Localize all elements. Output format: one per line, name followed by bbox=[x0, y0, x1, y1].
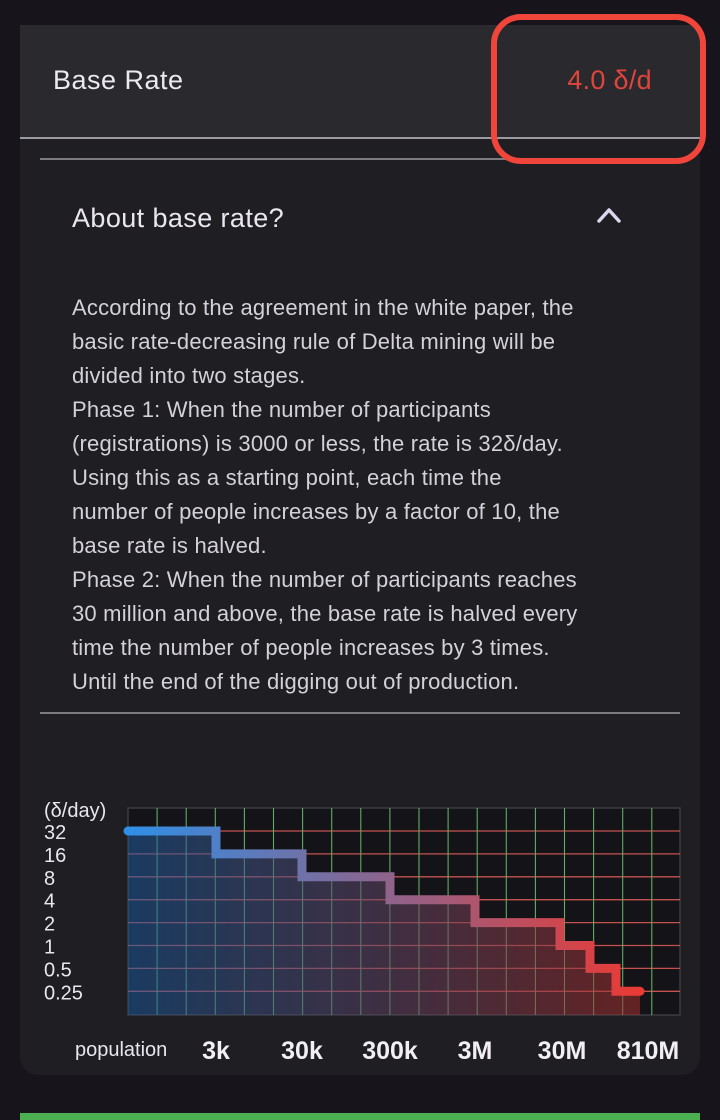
faq-answer-line: (registrations) is 3000 or less, the rat… bbox=[72, 431, 563, 456]
y-tick-label: 2 bbox=[44, 914, 55, 936]
y-tick-label: 4 bbox=[44, 891, 55, 913]
base-rate-header[interactable]: Base Rate 4.0 δ/d bbox=[20, 25, 700, 139]
faq-answer-line: divided into two stages. bbox=[72, 363, 306, 388]
y-tick-label: 16 bbox=[44, 845, 66, 867]
base-rate-label: Base Rate bbox=[53, 65, 184, 95]
y-tick-label: 1 bbox=[44, 937, 55, 959]
faq-answer-line: basic rate-decreasing rule of Delta mini… bbox=[72, 329, 556, 354]
rate-chart: (δ/day) 32 16 8 4 2 1 0.5 0.25 population 3k 30k 300… bbox=[20, 765, 700, 1065]
y-tick-label: 8 bbox=[44, 868, 55, 890]
x-tick-label: 3k bbox=[202, 1037, 230, 1065]
faq-answer-line: Until the end of the digging out of prod… bbox=[72, 669, 520, 694]
faq-answer-line: base rate is halved. bbox=[72, 533, 267, 558]
y-tick-label: 0.25 bbox=[44, 982, 83, 1004]
x-tick-label: 3M bbox=[458, 1037, 493, 1065]
bottom-action-bar[interactable] bbox=[20, 1113, 700, 1120]
faq-answer-line: number of people increases by a factor o… bbox=[72, 499, 560, 524]
rate-step-line bbox=[123, 826, 645, 996]
faq-answer-line: Phase 2: When the number of participants… bbox=[72, 567, 577, 592]
faq-answer-line: time the number of people increases by 3… bbox=[72, 635, 550, 660]
faq-answer-line: 30 million and above, the base rate is h… bbox=[72, 601, 578, 626]
chevron-up-icon[interactable] bbox=[595, 205, 623, 225]
x-tick-label: 300k bbox=[362, 1037, 418, 1065]
y-tick-label: 32 bbox=[44, 822, 66, 844]
x-tick-label: 810M bbox=[617, 1037, 680, 1065]
x-axis-label: population bbox=[75, 1039, 167, 1061]
base-rate-value: 4.0 δ/d bbox=[567, 65, 652, 95]
y-tick-label: 0.5 bbox=[44, 959, 72, 981]
faq-answer: According to the agreement in the white … bbox=[72, 291, 652, 699]
section-divider bbox=[40, 158, 680, 160]
base-rate-card: Base Rate 4.0 δ/d About base rate? Accor… bbox=[20, 25, 700, 1075]
faq-answer-line: According to the agreement in the white … bbox=[72, 295, 574, 320]
value-highlight-box bbox=[491, 14, 706, 164]
rate-area-fill bbox=[128, 831, 640, 1015]
chart-divider bbox=[40, 712, 680, 714]
x-tick-label: 30M bbox=[538, 1037, 587, 1065]
faq-question: About base rate? bbox=[72, 203, 285, 233]
y-axis-label: (δ/day) bbox=[44, 800, 106, 822]
x-tick-label: 30k bbox=[281, 1037, 323, 1065]
faq-answer-line: Phase 1: When the number of participants bbox=[72, 397, 491, 422]
faq-answer-line: Using this as a starting point, each tim… bbox=[72, 465, 502, 490]
